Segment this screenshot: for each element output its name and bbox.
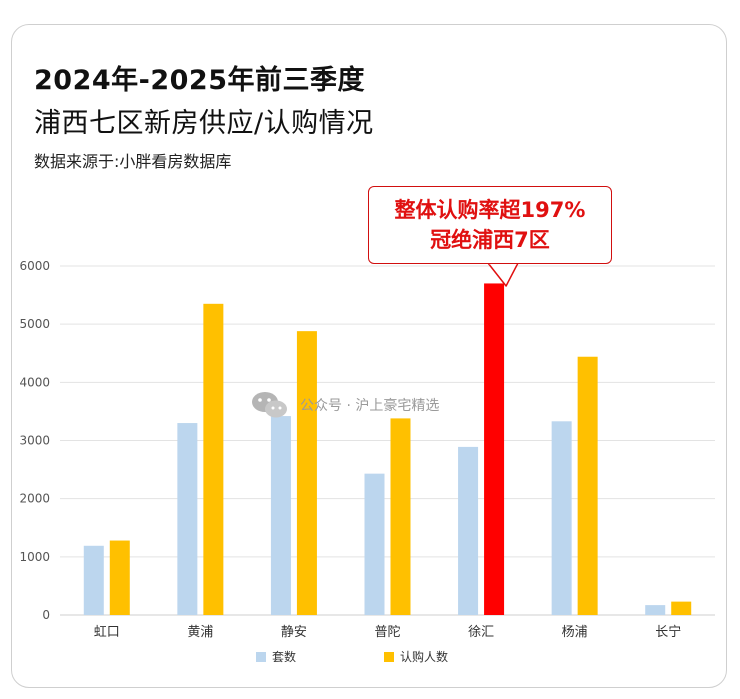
y-tick-label: 6000	[19, 259, 50, 273]
legend-swatch-subscribe	[384, 651, 394, 662]
callout-box: 整体认购率超197% 冠绝浦西7区	[368, 186, 612, 264]
callout-line1: 整体认购率超197%	[394, 198, 586, 222]
x-tick-label: 虹口	[94, 625, 120, 640]
bar-supply-2	[270, 416, 291, 615]
y-tick-label: 5000	[19, 317, 50, 331]
callout-tail	[487, 262, 519, 287]
chart-title-line2: 浦西七区新房供应/认购情况	[34, 108, 374, 139]
x-tick-label: 黄浦	[187, 625, 213, 640]
bar-subscribe-2	[296, 331, 317, 615]
bar-subscribe-5	[577, 356, 598, 615]
legend-swatch-supply	[256, 651, 266, 662]
x-tick-label: 普陀	[374, 624, 400, 640]
bar-supply-0	[83, 545, 104, 615]
legend-item-supply: 套数	[256, 648, 296, 665]
bar-subscribe-0	[109, 540, 130, 615]
bar-supply-1	[177, 423, 198, 615]
x-tick-label: 徐汇	[468, 625, 494, 640]
callout-line2: 冠绝浦西7区	[430, 228, 550, 252]
bar-subscribe-1	[203, 303, 224, 615]
bar-supply-3	[364, 473, 385, 615]
bar-subscribe-6	[671, 601, 692, 615]
x-tick-label: 长宁	[655, 624, 681, 640]
y-tick-label: 0	[42, 608, 50, 622]
x-tick-label: 静安	[281, 625, 307, 640]
watermark: 公众号 · 沪上豪宅精选	[250, 390, 439, 420]
legend-label-supply: 套数	[272, 650, 297, 664]
bar-subscribe-4	[484, 283, 505, 615]
chart-title-line1: 2024年-2025年前三季度	[34, 65, 365, 96]
y-tick-label: 4000	[19, 375, 50, 389]
x-tick-label: 杨浦	[562, 625, 588, 640]
y-tick-label: 3000	[19, 434, 50, 448]
data-source-note: 数据来源于:小胖看房数据库	[34, 152, 232, 171]
legend-item-subscribe: 认购人数	[384, 648, 448, 665]
wechat-icon	[252, 392, 287, 418]
legend-label-subscribe: 认购人数	[400, 650, 449, 664]
bar-supply-6	[645, 605, 666, 615]
watermark-text: 公众号 · 沪上豪宅精选	[300, 398, 440, 414]
y-tick-label: 2000	[19, 492, 50, 506]
bar-subscribe-3	[390, 418, 411, 615]
bar-supply-4	[458, 446, 479, 615]
bar-supply-5	[551, 421, 572, 615]
y-tick-label: 1000	[19, 550, 50, 564]
